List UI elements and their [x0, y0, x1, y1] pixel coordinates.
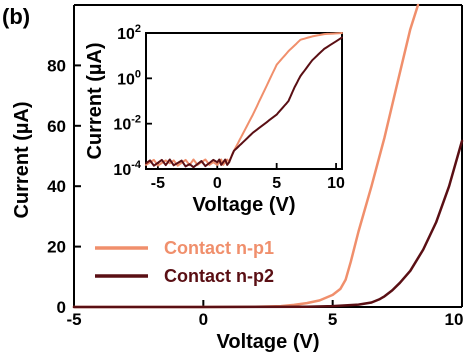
main-y-axis-title: Current (µA) — [11, 101, 33, 218]
inset-axes: -5 0 5 10 10-4 10-2 100 102 — [113, 23, 345, 192]
inset-y-tick-label: 10-2 — [113, 114, 141, 134]
main-y-tick-label: 20 — [47, 238, 66, 257]
inset-x-tick-label: 0 — [213, 175, 222, 192]
inset-x-tick-label: -5 — [151, 175, 165, 192]
main-x-tick-label: 10 — [445, 310, 464, 329]
inset-x-axis-title: Voltage (V) — [193, 194, 296, 216]
main-y-tick-label: 40 — [47, 177, 66, 196]
main-x-tick-label: -5 — [66, 310, 81, 329]
main-y-tick-label: 60 — [47, 117, 66, 136]
legend: Contact n-p1 Contact n-p2 — [95, 238, 274, 286]
inset-series-line-np2 — [145, 36, 343, 169]
main-y-tick-label: 80 — [47, 56, 66, 75]
inset-y-tick-label: 10-4 — [113, 159, 141, 179]
inset-y-axis-title: Current (µA) — [84, 42, 106, 159]
inset-x-tick-label: 5 — [272, 175, 281, 192]
series-line-np2 — [72, 139, 464, 309]
inset-x-tick-label: 10 — [327, 175, 345, 192]
inset-frame — [145, 32, 343, 170]
inset-y-tick-label: 100 — [117, 68, 141, 88]
legend-label-np2: Contact n-p2 — [164, 266, 274, 286]
legend-label-np1: Contact n-p1 — [164, 238, 274, 258]
main-x-tick-label: 5 — [328, 310, 337, 329]
panel-label: (b) — [2, 4, 30, 29]
main-y-tick-label: 0 — [57, 298, 66, 317]
main-x-axis-title: Voltage (V) — [217, 331, 320, 353]
inset-y-tick-label: 102 — [117, 23, 141, 43]
main-x-tick-label: 0 — [199, 310, 208, 329]
